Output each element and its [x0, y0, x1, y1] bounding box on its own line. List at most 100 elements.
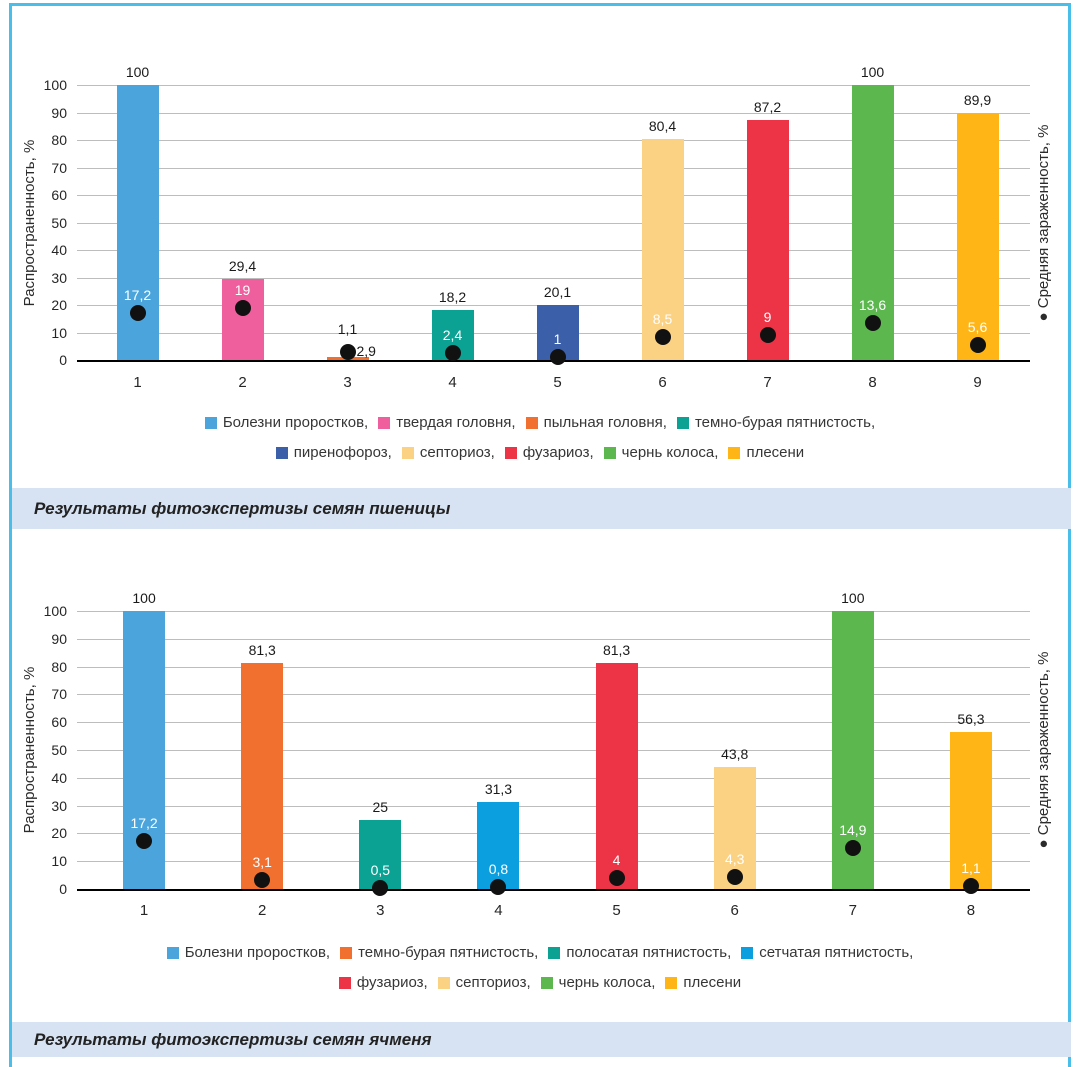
legend-item: полосатая пятнистость,	[548, 943, 731, 963]
bar	[241, 662, 284, 889]
gridline	[77, 861, 1030, 863]
x-tick-label: 3	[376, 902, 385, 919]
x-tick-label: 1	[133, 374, 142, 391]
y-tick-label: 50	[51, 742, 67, 758]
gridline	[77, 805, 1030, 807]
x-tick-label: 5	[612, 902, 621, 919]
gridline	[77, 611, 1030, 612]
bar-value-label: 56,3	[957, 711, 985, 728]
gridline	[77, 167, 1030, 169]
legend-item: пыльная головня,	[525, 413, 667, 433]
x-axis-line	[77, 889, 1030, 891]
dot-marker	[254, 872, 271, 889]
dot-marker	[490, 878, 507, 895]
gridline	[77, 666, 1030, 668]
legend-swatch-icon	[504, 447, 517, 459]
y-tick-label: 100	[43, 603, 67, 619]
wheat-caption: Результаты фитоэкспертизы семян пшеницы	[12, 488, 1071, 529]
y-tick-label: 0	[59, 881, 67, 897]
legend-row: пиренофороз, септориоз, фузариоз, чернь кол…	[12, 443, 1068, 465]
legend-label: септориоз,	[419, 444, 495, 461]
y-tick-label: 60	[51, 714, 67, 731]
bar	[851, 85, 894, 360]
page-border-frame	[9, 3, 1071, 1067]
x-tick-label: 3	[343, 374, 352, 391]
dot-marker	[549, 349, 566, 366]
dot-marker	[654, 328, 671, 345]
bar-value-label: 20,1	[543, 283, 572, 300]
legend-swatch-icon	[338, 977, 351, 989]
legend-item: Болезни проростков,	[204, 413, 368, 433]
legend-swatch-icon	[437, 977, 450, 989]
legend-row: фузариоз, септориоз, чернь колоса, плесени	[12, 973, 1068, 995]
bar-value-label: 25	[372, 798, 389, 815]
legend-item: Болезни проростков,	[166, 943, 330, 963]
bar	[595, 662, 638, 889]
bar-value-label: 29,4	[228, 258, 257, 275]
legend-label: плесени	[746, 444, 805, 461]
legend-label: чернь колоса,	[621, 444, 719, 461]
dot-value-label: 1,1	[961, 859, 981, 876]
bar	[746, 120, 789, 360]
x-tick-label: 4	[494, 902, 503, 919]
legend-item: фузариоз,	[504, 443, 594, 463]
legend-item: септориоз,	[401, 443, 495, 463]
gridline	[77, 85, 1030, 86]
bar-value-label: 100	[125, 64, 150, 80]
bar-value-label: 81,3	[248, 641, 276, 658]
dot-marker	[962, 877, 979, 894]
y-tick-label: 70	[51, 686, 67, 703]
dot-value-label: 8,5	[652, 310, 673, 327]
legend-item: твердая головня,	[378, 413, 516, 433]
legend-swatch-icon	[166, 947, 179, 959]
gridline	[77, 277, 1030, 279]
legend-row: Болезни проростков, темно-бурая пятнистос…	[12, 943, 1068, 965]
x-tick-label: 5	[553, 374, 562, 391]
bar	[221, 279, 264, 360]
y-tick-label: 50	[51, 214, 67, 231]
legend-item: сетчатая пятнистость,	[741, 943, 913, 963]
gridline	[77, 638, 1030, 640]
x-tick-label: 8	[966, 902, 976, 919]
wheat-caption-text: Результаты фитоэкспертизы семян пшеницы	[34, 498, 451, 518]
legend-item: плесени	[728, 443, 804, 463]
y-tick-label: 40	[51, 242, 67, 258]
y-tick-label: 30	[51, 797, 67, 814]
legend-item: темно-бурая пятнистость,	[340, 943, 538, 963]
x-tick-label: 6	[730, 902, 739, 919]
dot-marker	[444, 345, 461, 362]
dot-value-label: 17,2	[130, 815, 158, 832]
right-axis-title: ● Средняя зараженность, %	[1035, 651, 1052, 849]
bar-value-label: 87,2	[753, 99, 782, 116]
legend-swatch-icon	[548, 947, 561, 959]
legend-label: септориоз,	[455, 974, 531, 991]
bar	[641, 138, 684, 360]
y-tick-label: 10	[51, 324, 67, 341]
legend-label: полосатая пятнистость,	[566, 944, 732, 961]
legend-swatch-icon	[540, 977, 553, 989]
legend-swatch-icon	[275, 447, 288, 459]
y-tick-label: 90	[51, 104, 67, 121]
bar	[956, 112, 999, 360]
x-tick-label: 4	[448, 374, 457, 391]
x-tick-label: 9	[973, 374, 982, 391]
y-tick-label: 80	[51, 658, 67, 675]
legend-label: чернь колоса,	[558, 974, 656, 991]
dot-value-label: 0,8	[488, 860, 509, 877]
legend-item: фузариоз,	[338, 973, 428, 993]
legend-swatch-icon	[378, 417, 391, 429]
dot-value-label: 17,2	[123, 286, 152, 303]
dot-value-label: 1	[553, 331, 562, 348]
y-tick-label: 70	[51, 159, 67, 176]
dot-value-label: 9	[763, 309, 772, 326]
legend-label: твердая головня,	[396, 414, 516, 431]
legend-label: плесени	[683, 974, 742, 991]
legend-swatch-icon	[340, 947, 353, 959]
dot-value-label: 2,9	[356, 343, 376, 360]
legend-label: фузариоз,	[522, 444, 594, 461]
legend-swatch-icon	[676, 417, 689, 429]
x-tick-label: 1	[139, 902, 149, 919]
legend-item: темно-бурая пятнистость,	[676, 413, 875, 433]
